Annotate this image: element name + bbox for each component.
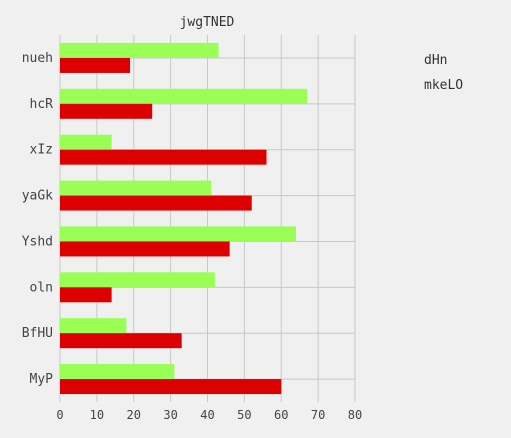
- category-label: xIz: [30, 143, 53, 158]
- bar-mkeLO-BfHU: [60, 333, 182, 349]
- x-tick-label: 60: [274, 408, 288, 422]
- bar-mkeLO-hcR: [60, 103, 153, 119]
- bar-dHn-xIz: [60, 134, 112, 150]
- x-tick-label: 10: [90, 408, 104, 422]
- bar-mkeLO-xIz: [60, 149, 267, 165]
- category-label: hcR: [30, 97, 54, 112]
- x-tick-label: 80: [348, 408, 362, 422]
- x-tick-label: 0: [56, 408, 63, 422]
- category-label: Yshd: [22, 234, 53, 249]
- bar-dHn-yaGk: [60, 180, 212, 196]
- bar-mkeLO-yaGk: [60, 195, 252, 211]
- x-tick-label: 20: [127, 408, 141, 422]
- bars: [60, 42, 308, 395]
- bar-mkeLO-MyP: [60, 379, 282, 395]
- bar-dHn-MyP: [60, 364, 175, 380]
- bar-dHn-hcR: [60, 88, 308, 104]
- x-tick-labels: 0 10 20 30 40 50 60 70 80: [56, 408, 362, 422]
- bar-dHn-nueh: [60, 42, 219, 58]
- x-tick-label: 50: [237, 408, 251, 422]
- bar-dHn-oln: [60, 272, 215, 288]
- bar-mkeLO-oln: [60, 287, 112, 303]
- x-tick-label: 30: [163, 408, 177, 422]
- chart-title: jwgTNED: [180, 15, 235, 30]
- legend-entry-mkeLO: mkeLO: [424, 78, 463, 93]
- legend: dHn mkeLO: [424, 53, 463, 93]
- category-label: yaGk: [22, 189, 53, 204]
- bar-dHn-BfHU: [60, 318, 127, 334]
- category-labels: nueh hcR xIz yaGk Yshd oln BfHU MyP: [22, 51, 53, 387]
- category-label: MyP: [30, 372, 54, 387]
- x-tick-label: 70: [311, 408, 325, 422]
- bar-dHn-Yshd: [60, 226, 296, 242]
- category-label: nueh: [22, 51, 53, 66]
- bar-mkeLO-Yshd: [60, 241, 230, 257]
- category-label: BfHU: [22, 326, 53, 341]
- bar-mkeLO-nueh: [60, 57, 131, 73]
- category-label: oln: [30, 280, 53, 295]
- legend-entry-dHn: dHn: [424, 53, 447, 68]
- x-tick-label: 40: [200, 408, 214, 422]
